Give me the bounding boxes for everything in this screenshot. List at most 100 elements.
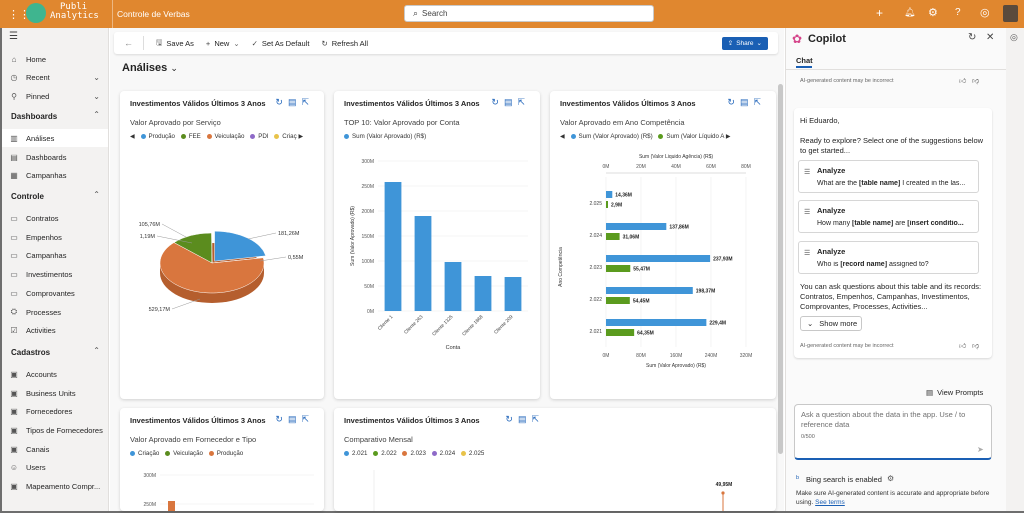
view-prompts-button[interactable]: ▤ View Prompts: [926, 388, 984, 397]
y-tick-label: 2.023: [589, 265, 602, 271]
thumbs-up-icon[interactable]: 👍︎: [959, 343, 967, 350]
sidebar-item-pinned[interactable]: ⚲ Pinned ⌄: [2, 87, 108, 105]
y-tick-label: 2.025: [589, 201, 602, 207]
brand: Publi Analytics: [50, 2, 99, 21]
document-icon: ▭: [10, 232, 18, 242]
app-launcher-icon[interactable]: ⋮⋮: [8, 9, 30, 21]
command-bar: ← 🖫︎ Save As + New ⌄ ✓ Set As Default ↻ Refre…: [114, 32, 778, 54]
activity-icon: ☑: [10, 325, 18, 335]
sidebar-item-investimentos[interactable]: ▭ Investimentos: [2, 265, 108, 283]
sidebar-item-comprovantes[interactable]: ▭ Comprovantes: [2, 284, 108, 302]
copilot-rail-icon[interactable]: ◎: [1010, 32, 1018, 42]
suggestion-card[interactable]: ☰ Analyze How many [table name] are [inser…: [798, 200, 979, 233]
sidebar-item-contratos[interactable]: ▭ Contratos: [2, 209, 108, 227]
help-icon[interactable]: ?: [955, 7, 961, 18]
y-tick-label: 2.022: [589, 297, 602, 303]
app-title[interactable]: Controle de Verbas: [117, 9, 190, 19]
chevron-up-icon[interactable]: ⌃: [93, 190, 100, 199]
card-actions[interactable]: ↻▤⇱: [275, 97, 314, 107]
bar: [504, 277, 522, 311]
sidebar-item-campanhas[interactable]: ▦ Campanhas: [2, 166, 108, 184]
pie-data-label: 105,76M: [139, 222, 161, 228]
pie-leader-line: [247, 232, 277, 240]
legend-prev-icon[interactable]: ◀: [130, 133, 135, 140]
card-actions[interactable]: ↻▤⇱: [275, 414, 314, 424]
thumbs-up-icon[interactable]: 👍︎: [959, 78, 967, 85]
tab-chat[interactable]: Chat: [796, 56, 813, 65]
suggestion-card[interactable]: ☰ Analyze What are the [table name] I crea…: [798, 160, 979, 193]
bar-chart: 0M 50M 100M 150M 200M 250M 300M Cliente 1 Client…: [350, 159, 528, 351]
bar: [444, 262, 462, 311]
chevron-down-icon: ⌄: [93, 72, 100, 82]
sidebar-item-fornecedores[interactable]: ▣ Fornecedores: [2, 402, 108, 420]
sidebar-item-accounts[interactable]: ▣ Accounts: [2, 365, 108, 383]
scrollbar[interactable]: [778, 84, 783, 454]
top-tick-label: 60M: [706, 164, 716, 170]
thumbs-down-icon[interactable]: 👎︎: [972, 343, 980, 350]
card-fornecedor-tipo: Investimentos Válidos Últimos 3 Anos ↻▤⇱…: [120, 408, 324, 511]
send-icon[interactable]: ➤: [977, 445, 984, 454]
sidebar-item-dashboards[interactable]: ▤ Dashboards: [2, 148, 108, 166]
card-actions[interactable]: ↻▤⇱: [505, 414, 544, 424]
sidebar-item-activities[interactable]: ☑ Activities: [2, 321, 108, 339]
sidebar-item-analises[interactable]: ▥ Análises: [2, 129, 108, 147]
suggestion-card[interactable]: ☰ Analyze Who is [record name] assigned to…: [798, 241, 979, 274]
sidebar-item-empenhos[interactable]: ▭ Empenhos: [2, 228, 108, 246]
thumbs-down-icon[interactable]: 👎︎: [972, 78, 980, 85]
sidebar-item-mapeamento[interactable]: ▣ Mapeamento Compr...: [2, 477, 108, 495]
copilot-pane: ✿ Copilot ↻ ✕ Chat AI-generated content …: [785, 28, 1006, 511]
chat-input[interactable]: Ask a question about the data in the app…: [794, 404, 992, 460]
set-default-button[interactable]: ✓ Set As Default: [251, 38, 310, 48]
map-icon: ▣: [10, 481, 18, 491]
y-tick-label: 2.024: [589, 233, 602, 239]
sidebar-item-canais[interactable]: ▣ Canais: [2, 440, 108, 458]
legend-prev-icon[interactable]: ◀: [560, 133, 565, 140]
add-icon[interactable]: +: [876, 6, 884, 20]
chevron-up-icon[interactable]: ⌃: [93, 110, 100, 119]
sidebar-item-business-units[interactable]: ▣ Business Units: [2, 384, 108, 402]
avatar[interactable]: [1003, 5, 1018, 22]
gear-icon[interactable]: ⚙: [928, 7, 938, 19]
sidebar-item-campanhas-2[interactable]: ▭ Campanhas: [2, 246, 108, 264]
search-input[interactable]: ⌕ Search: [404, 5, 654, 22]
sidebar-item-processes[interactable]: ⛭ Processes: [2, 303, 108, 321]
page-title[interactable]: Análises ⌄: [122, 62, 178, 74]
hamburger-icon[interactable]: ☰: [9, 31, 18, 42]
copilot-toggle-icon[interactable]: ◎: [980, 7, 990, 19]
share-button[interactable]: ⇪ Share ⌄: [721, 36, 768, 50]
see-terms-link[interactable]: See terms: [815, 498, 845, 506]
legend-next-icon[interactable]: ▶: [725, 133, 731, 140]
card-actions[interactable]: ↻▤⇱: [491, 97, 530, 107]
top-tick-label: 0M: [603, 164, 610, 170]
refresh-icon[interactable]: ↻: [968, 32, 977, 43]
card-actions[interactable]: ↻▤⇱: [727, 97, 766, 107]
bar: [606, 255, 711, 262]
home-icon: ⌂: [11, 54, 17, 64]
card-title: Investimentos Válidos Últimos 3 Anos: [344, 416, 480, 425]
x-tick-label: Cliente 1: [377, 314, 395, 332]
sidebar-item-tipos-fornecedores[interactable]: ▣ Tipos de Fornecedores: [2, 421, 108, 439]
legend: Criação Veiculação Produção: [130, 450, 243, 457]
message-footer: AI-generated content may be incorrect 👍︎…: [800, 78, 980, 85]
chevron-up-icon[interactable]: ⌃: [93, 346, 100, 355]
legend-next-icon[interactable]: ▶: [298, 133, 304, 140]
new-button[interactable]: + New ⌄: [205, 38, 240, 48]
y-tick-label: 300M: [143, 473, 156, 479]
sidebar-item-users[interactable]: ☺ Users: [2, 458, 108, 476]
close-icon[interactable]: ✕: [986, 32, 995, 43]
sidebar-item-recent[interactable]: ◷ Recent ⌄: [2, 68, 108, 86]
campaign-icon: ▦: [10, 170, 18, 180]
bell-icon[interactable]: 🔔︎: [904, 7, 916, 17]
data-label: 54,45M: [633, 299, 650, 305]
save-as-button[interactable]: 🖫︎ Save As: [156, 37, 194, 48]
settings-icon[interactable]: ⚙: [887, 474, 895, 483]
data-label: 49,95M: [716, 482, 733, 488]
sidebar-item-home[interactable]: ⌂ Home: [2, 50, 108, 68]
top-bar: ⋮⋮ Publi Analytics Controle de Verbas ⌕ S…: [0, 0, 1024, 28]
back-icon[interactable]: ←: [124, 38, 133, 48]
y-axis-label: Ano Competência: [558, 247, 564, 287]
show-more-button[interactable]: ⌄ Show more: [800, 316, 862, 331]
pie-chart: 105,76M 1,19M 181,26M 0,55M 529,17M: [139, 222, 304, 313]
card-title: Investimentos Válidos Últimos 3 Anos: [130, 99, 266, 108]
refresh-all-button[interactable]: ↻ Refresh All: [321, 38, 369, 48]
